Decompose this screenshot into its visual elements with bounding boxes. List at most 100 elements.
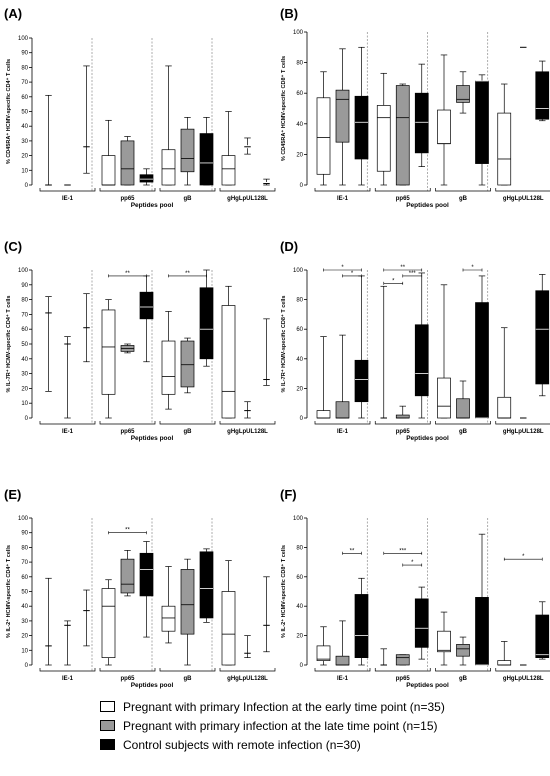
box-0-2 (354, 577, 369, 666)
category-bracket (435, 188, 491, 192)
box-iqr (180, 340, 195, 388)
box-iqr (139, 552, 154, 597)
box-iqr (535, 614, 550, 659)
category-label: IE-1 (62, 429, 74, 435)
box-iqr (199, 287, 214, 360)
legend-swatch (100, 701, 115, 712)
box-iqr (456, 644, 470, 657)
y-tick-label: 100 (293, 268, 304, 274)
box-iqr (395, 85, 410, 186)
category-label: gB (459, 676, 468, 682)
box-3-1 (244, 137, 251, 155)
legend-label: Pregnant with primary Infection at the e… (123, 699, 445, 714)
y-tick-label: 0 (25, 663, 29, 669)
chart-panel-0: (A) 0 10 20 30 40 50 60 70 80 90 100 % CD45RA⁺ HCMV-… (4, 6, 276, 209)
box-iqr (316, 645, 331, 661)
box-3-0 (497, 327, 512, 419)
box-1-1 (120, 136, 135, 186)
y-tick-label: 10 (21, 401, 28, 407)
y-tick-label: 80 (21, 545, 28, 551)
significance-label: ** (125, 528, 130, 534)
y-tick-label: 0 (300, 416, 304, 422)
box-0-1 (335, 620, 350, 666)
category-bracket (99, 188, 156, 192)
y-tick-label: 20 (21, 634, 28, 640)
category-label: IE-1 (62, 196, 74, 202)
category-label: gHgLpUL128L (227, 676, 268, 682)
y-tick-label: 40 (296, 122, 303, 128)
box-3-2 (263, 178, 270, 186)
legend-item: Control subjects with remote infection (… (100, 735, 540, 754)
y-tick-label: 0 (300, 663, 304, 669)
category-label: gB (459, 196, 468, 202)
box-iqr (414, 92, 429, 154)
y-tick-label: 90 (21, 283, 28, 289)
box-3-0 (221, 111, 236, 186)
box-0-0 (316, 336, 331, 419)
box-1-2 (414, 63, 429, 167)
significance-bracket: * (342, 271, 362, 278)
significance-label: * (471, 265, 474, 271)
panel-label: (E) (4, 487, 21, 502)
box-0-1 (335, 334, 350, 419)
box-1-1 (120, 549, 135, 597)
y-tick-label: 80 (21, 65, 28, 71)
box-iqr (139, 174, 154, 183)
box-iqr (354, 95, 369, 160)
category-bracket (219, 668, 276, 672)
legend-swatch (100, 739, 115, 750)
box-iqr (199, 551, 214, 619)
box-2-2 (475, 533, 489, 666)
category-label: pp65 (396, 429, 411, 435)
box-2-0 (161, 311, 176, 410)
chart-panel-2: (C) 0 10 20 30 40 50 60 70 80 90 100 % IL-7R⁺ HCMV-s… (4, 239, 276, 442)
significance-label: * (411, 560, 414, 566)
category-bracket (435, 668, 491, 672)
category-bracket (99, 421, 156, 425)
box-0-0 (45, 296, 52, 392)
category-label: gB (184, 429, 193, 435)
box-iqr (161, 340, 176, 395)
category-bracket (219, 421, 276, 425)
box-1-2 (414, 586, 429, 660)
legend-label: Pregnant with primary infection at the l… (123, 718, 438, 733)
legend-item: Pregnant with primary Infection at the e… (100, 697, 540, 716)
box-3-2 (263, 318, 270, 386)
significance-label: ** (400, 265, 405, 271)
box-iqr (535, 71, 550, 120)
category-label: IE-1 (62, 676, 74, 682)
y-tick-label: 70 (21, 560, 28, 566)
category-bracket (435, 421, 491, 425)
y-tick-label: 40 (296, 604, 303, 610)
box-2-1 (180, 558, 195, 666)
significance-label: * (341, 265, 344, 271)
significance-label: ** (185, 271, 190, 277)
box-0-1 (64, 336, 71, 419)
y-tick-label: 60 (296, 575, 303, 581)
box-1-2 (139, 541, 154, 638)
box-iqr (456, 85, 470, 103)
box-1-2 (414, 272, 429, 419)
box-iqr (180, 128, 195, 173)
box-iqr (497, 396, 512, 419)
box-iqr (437, 109, 451, 145)
box-1-2 (139, 168, 154, 186)
category-label: gHgLpUL128L (503, 196, 544, 202)
y-tick-label: 70 (21, 312, 28, 318)
significance-bracket: ** (108, 528, 147, 535)
category-bracket (39, 421, 96, 425)
x-axis-title: Peptides pool (406, 202, 449, 209)
box-2-1 (456, 380, 470, 419)
category-bracket (314, 668, 371, 672)
significance-label: ** (125, 271, 130, 277)
y-tick-label: 50 (21, 590, 28, 596)
chart-panel-5: (F) 0 20 40 60 80 100 % IL-2⁺ HCMV-specific CD8… (280, 487, 550, 689)
y-tick-label: 100 (18, 268, 29, 274)
box-3-0 (221, 285, 236, 419)
category-label: gHgLpUL128L (503, 676, 544, 682)
box-0-0 (316, 71, 331, 186)
box-iqr (395, 654, 410, 666)
box-iqr (221, 155, 236, 186)
chart-panel-4: (E) 0 10 20 30 40 50 60 70 80 90 100 % IL-2⁺ HCMV-sp… (4, 487, 276, 689)
box-iqr (414, 324, 429, 397)
